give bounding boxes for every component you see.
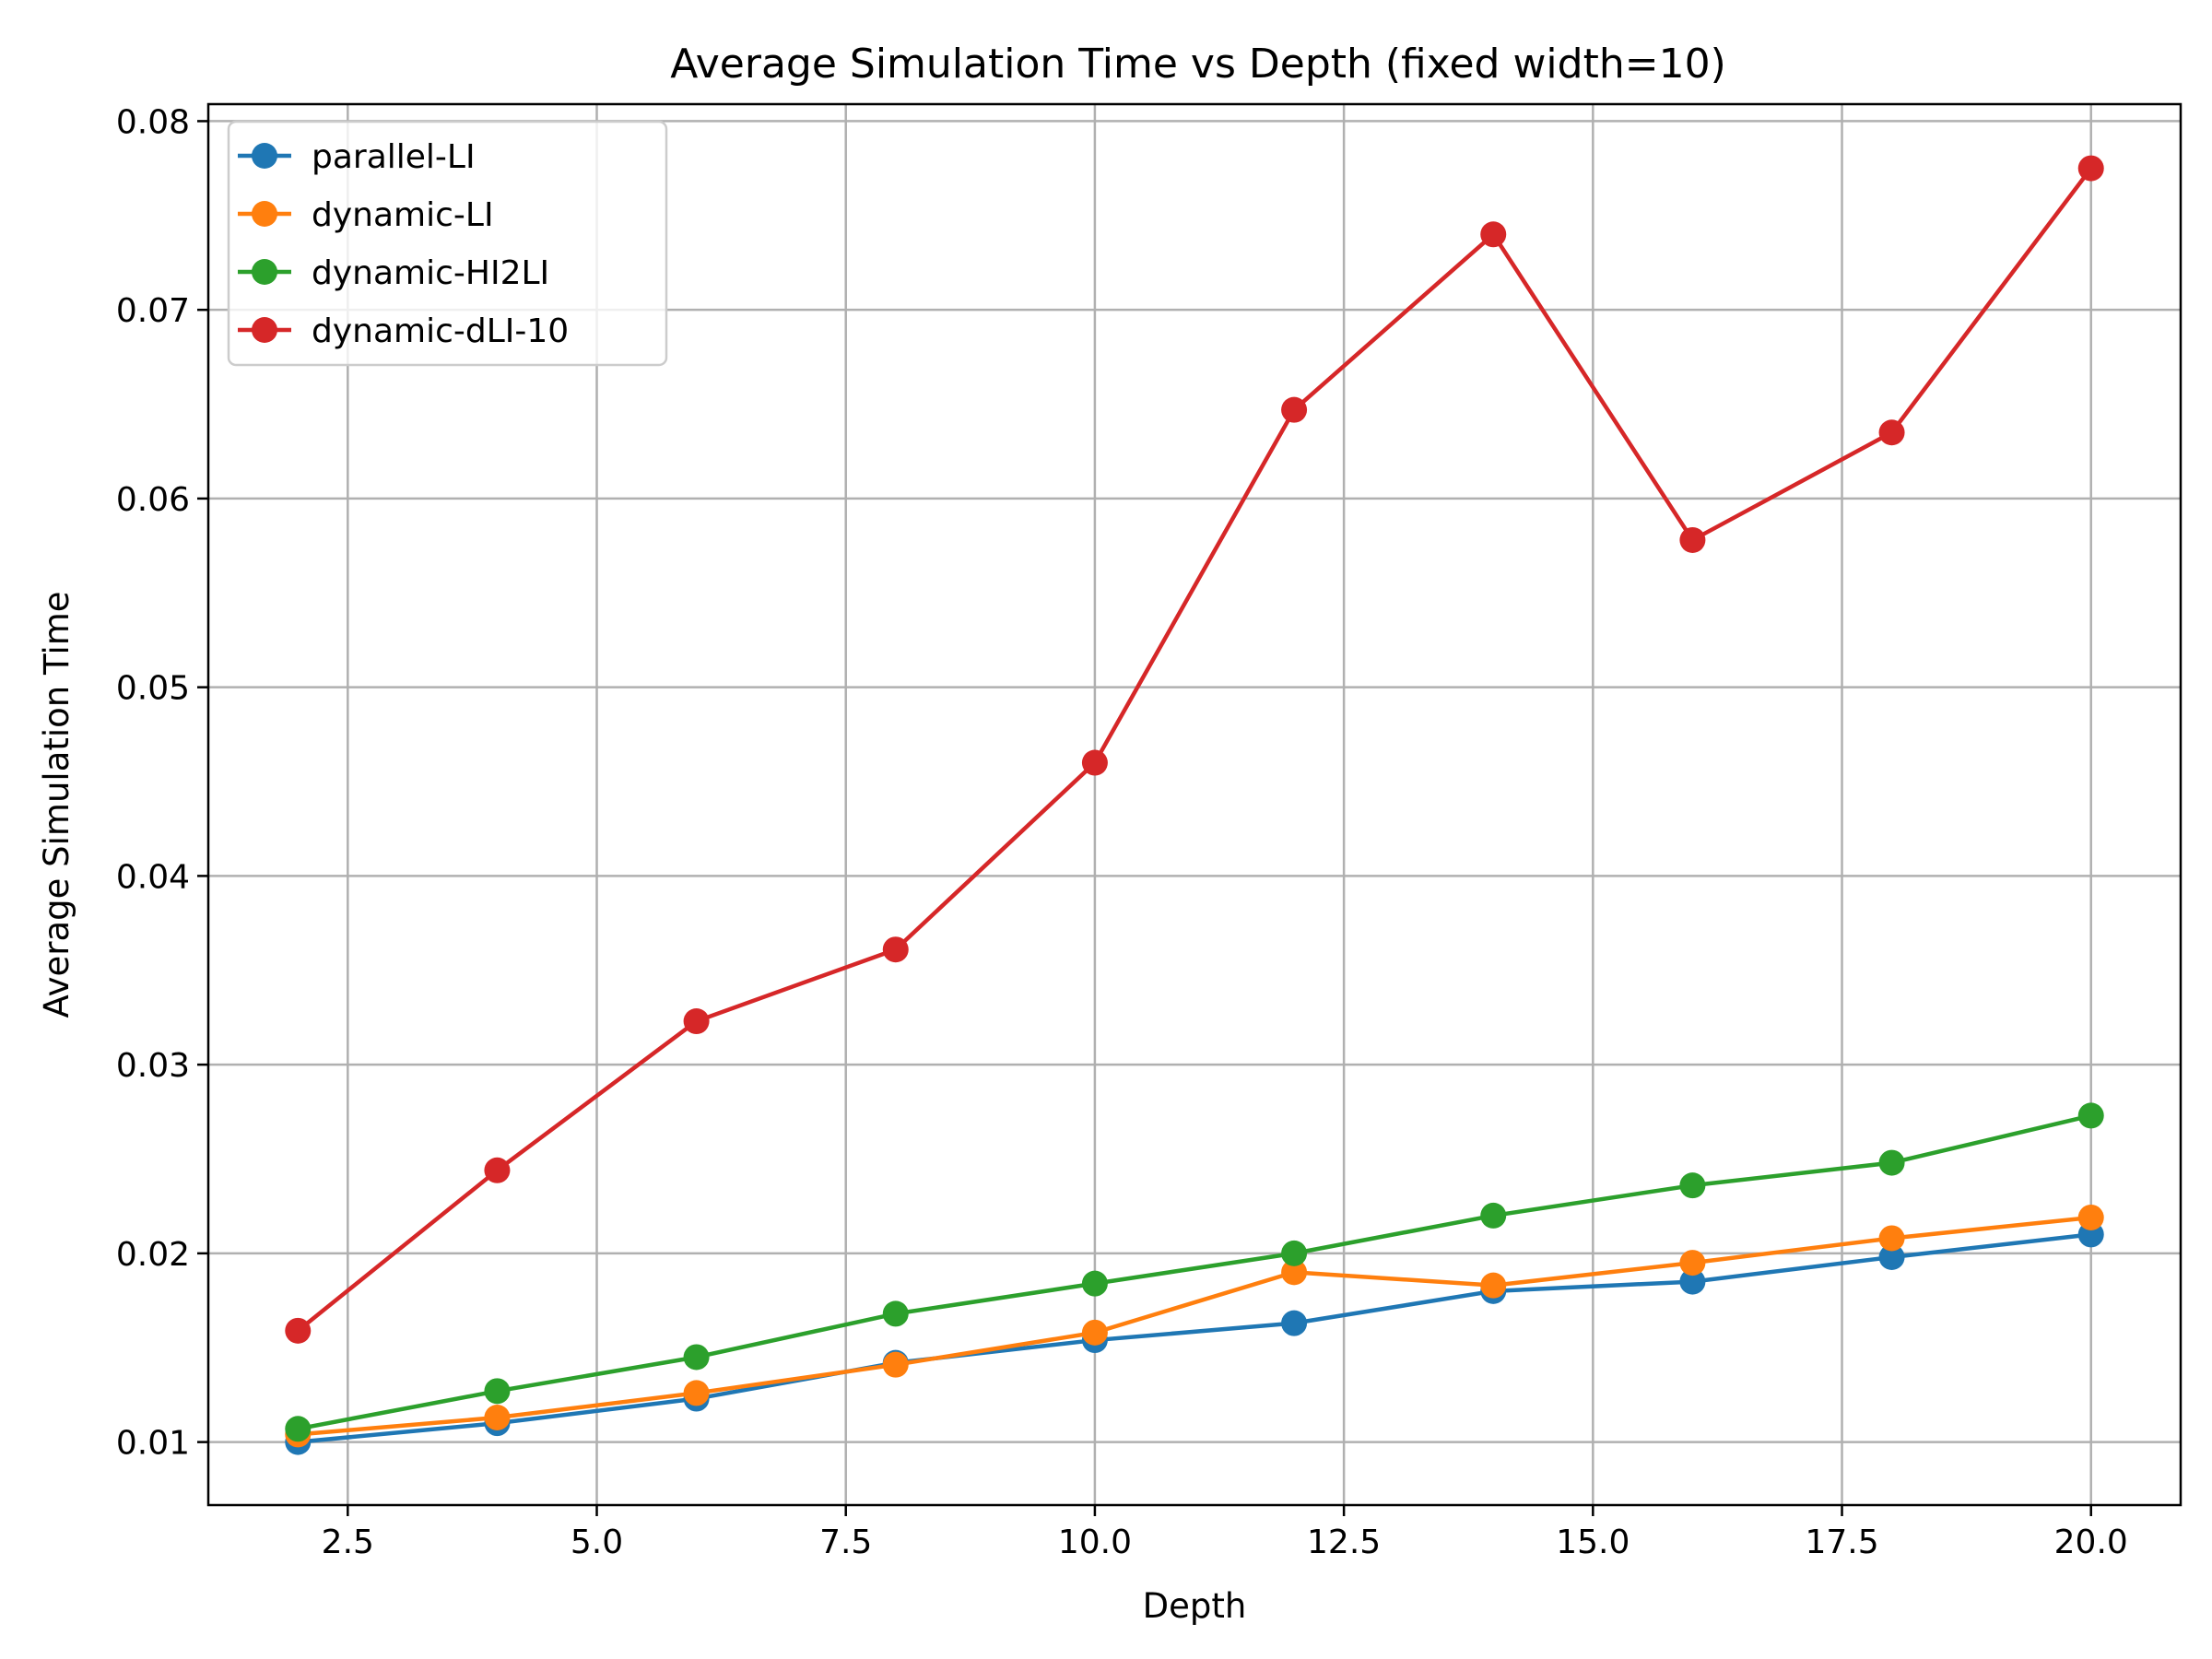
y-tick-label: 0.08 [116, 103, 190, 141]
data-point [484, 1157, 511, 1183]
data-point [1679, 1250, 1706, 1277]
data-point [683, 1344, 710, 1371]
series-dynamic-HI2LI [285, 1102, 2104, 1442]
x-tick-label: 5.0 [571, 1524, 623, 1561]
data-point [683, 1380, 710, 1406]
legend-swatch-marker [252, 201, 277, 227]
y-axis-ticks: 0.01 0.02 0.03 0.04 0.05 0.06 0.07 0.08 [116, 103, 208, 1463]
axes-frame [206, 102, 2183, 1507]
data-point [484, 1378, 511, 1405]
data-point [1281, 1259, 1308, 1286]
data-point [2077, 155, 2104, 182]
series-dynamic-dLI-10 [285, 155, 2104, 1344]
chart-title: Average Simulation Time vs Depth (fixed … [670, 41, 1726, 88]
legend-item: dynamic-HI2LI [238, 254, 549, 292]
y-tick-label: 0.01 [116, 1425, 190, 1463]
series-group [285, 155, 2104, 1455]
x-axis-label: Depth [1143, 1586, 1247, 1626]
legend-swatch-marker [252, 143, 277, 169]
legend-box [227, 120, 668, 367]
x-tick-label: 20.0 [2054, 1524, 2128, 1561]
x-tick-label: 15.0 [1556, 1524, 1630, 1561]
legend-label: dynamic-LI [312, 196, 494, 234]
data-point [1679, 526, 1706, 553]
data-point [1878, 1149, 1905, 1176]
y-tick-label: 0.05 [116, 670, 190, 708]
data-point [1081, 749, 1108, 776]
y-tick-label: 0.02 [116, 1236, 190, 1274]
series-line [298, 1232, 2091, 1444]
legend: parallel-LI dynamic-LI dynamic-HI2LI dynami… [227, 120, 668, 367]
data-point [1878, 419, 1905, 446]
data-point [1281, 1310, 1308, 1336]
legend-item: parallel-LI [238, 138, 476, 176]
data-point [1281, 396, 1308, 423]
data-point [1081, 1319, 1108, 1346]
series-line [298, 1215, 2091, 1437]
y-tick-label: 0.03 [116, 1047, 190, 1085]
data-point [2077, 1204, 2104, 1230]
series-line [297, 1113, 2092, 1431]
data-point [1878, 1225, 1905, 1252]
y-axis-label: Average Simulation Time [37, 591, 76, 1018]
x-tick-label: 17.5 [1805, 1524, 1878, 1561]
x-tick-label: 10.0 [1058, 1524, 1132, 1561]
data-point [1081, 1270, 1108, 1297]
data-point [683, 1008, 710, 1035]
data-point [1480, 1202, 1507, 1229]
data-point [882, 936, 909, 963]
legend-swatch-marker [252, 259, 277, 285]
data-point [484, 1405, 511, 1430]
y-tick-label: 0.06 [116, 481, 190, 519]
x-tick-label: 7.5 [819, 1524, 872, 1561]
data-point [2077, 1102, 2104, 1129]
data-point [882, 1300, 909, 1327]
data-point [1679, 1268, 1706, 1295]
grid [208, 104, 2181, 1505]
x-tick-label: 12.5 [1307, 1524, 1381, 1561]
x-tick-label: 2.5 [322, 1524, 374, 1561]
y-tick-label: 0.04 [116, 858, 190, 896]
data-point [1878, 1243, 1905, 1270]
legend-label: dynamic-HI2LI [312, 254, 549, 292]
legend-item: dynamic-dLI-10 [238, 312, 569, 350]
data-point [285, 1317, 312, 1344]
legend-label: parallel-LI [312, 138, 476, 176]
data-point [882, 1351, 909, 1378]
series-line [296, 167, 2093, 1333]
legend-item: dynamic-LI [238, 196, 494, 234]
legend-swatch-marker [252, 317, 277, 343]
x-axis-ticks: 2.5 5.0 7.5 10.0 12.5 15.0 17.5 20.0 [322, 1505, 2128, 1561]
y-tick-label: 0.07 [116, 292, 190, 330]
data-point [1480, 221, 1507, 248]
legend-label: dynamic-dLI-10 [312, 312, 569, 350]
data-point [1281, 1240, 1308, 1266]
data-point [1679, 1172, 1706, 1199]
data-point [1480, 1272, 1507, 1299]
data-point [285, 1416, 312, 1442]
